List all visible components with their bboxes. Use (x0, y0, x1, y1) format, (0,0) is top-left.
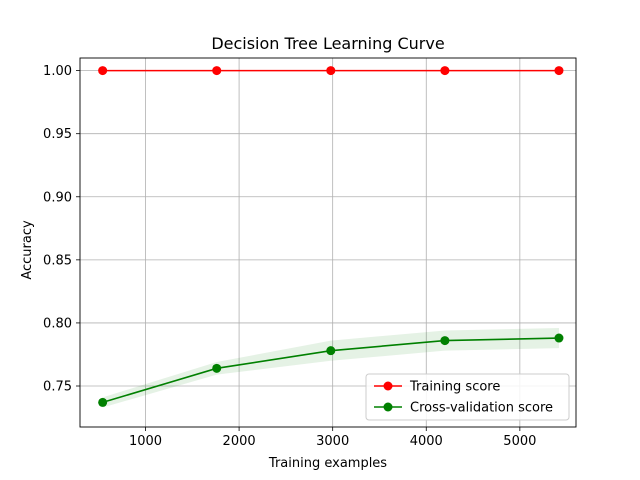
legend-marker (383, 381, 393, 391)
data-point (98, 397, 108, 407)
y-axis-label: Accuracy (20, 220, 35, 280)
legend: Training score Cross-validation score (365, 373, 570, 421)
data-point (440, 66, 450, 76)
data-point (326, 346, 336, 356)
x-tick-label: 5000 (503, 434, 536, 449)
y-tick-label: 0.75 (43, 380, 72, 395)
chart-title: Decision Tree Learning Curve (211, 34, 444, 53)
x-axis-label: Training examples (268, 456, 387, 471)
y-tick-label: 1.00 (43, 64, 72, 79)
data-point (98, 66, 108, 76)
x-tick-label: 1000 (129, 434, 162, 449)
plot-area: 1000 2000 3000 4000 5000 0.75 0.80 0.85 0.90 0.95… (43, 57, 577, 449)
y-tick-label: 0.95 (43, 127, 72, 142)
data-point (212, 363, 222, 373)
data-point (554, 333, 564, 343)
x-tick-label: 2000 (223, 434, 256, 449)
legend-marker (383, 402, 393, 412)
axes-frame (79, 57, 577, 428)
legend-label: Training score (409, 380, 500, 395)
data-point (554, 66, 564, 76)
x-tick-label: 4000 (410, 434, 443, 449)
legend-label: Cross-validation score (410, 401, 553, 416)
y-tick-label: 0.80 (43, 316, 72, 331)
y-tick-label: 0.90 (43, 190, 72, 205)
y-tick-label: 0.85 (43, 253, 72, 268)
data-point (326, 66, 336, 76)
x-tick-label: 3000 (316, 434, 349, 449)
data-point (212, 66, 222, 76)
legend-box (365, 373, 570, 421)
series-band-1 (102, 327, 559, 408)
data-point (440, 336, 450, 346)
